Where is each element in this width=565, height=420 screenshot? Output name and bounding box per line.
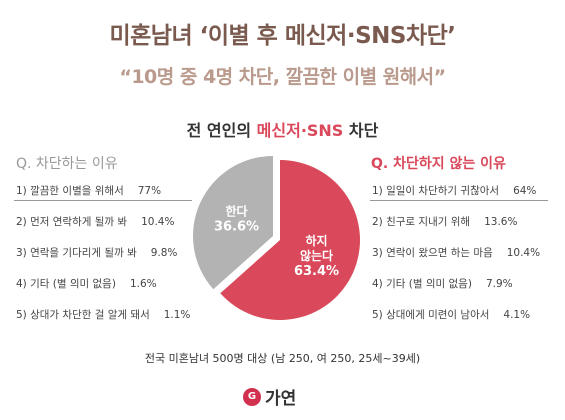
reason-label: 5) 상대가 차단한 걸 알게 돼서 bbox=[16, 309, 150, 321]
right-reason-item: 3) 연락이 왔으면 하는 마음 10.4% bbox=[370, 243, 548, 263]
left-reason-list: 1) 깔끔한 이별을 위해서 77% 2) 먼저 연락하게 될까 봐 10.4% 3… bbox=[14, 181, 192, 336]
reason-label: 3) 연락이 왔으면 하는 마음 bbox=[372, 247, 493, 259]
right-reason-item: 1) 일일이 차단하기 귀찮아서 64% bbox=[370, 181, 548, 201]
chart-heading: 전 연인의 메신저·SNS 차단 bbox=[0, 117, 565, 141]
left-question: Q. 차단하는 이유 bbox=[16, 156, 118, 172]
brand-logo: G 가연 bbox=[243, 384, 296, 409]
survey-footnote: 전국 미혼남녀 500명 대상 (남 250, 여 250, 25세~39세) bbox=[144, 352, 421, 365]
reason-label: 2) 먼저 연락하게 될까 봐 bbox=[16, 216, 128, 228]
left-reason-item: 5) 상대가 차단한 걸 알게 돼서 1.1% bbox=[14, 305, 192, 325]
reason-value: 4.1% bbox=[503, 309, 531, 321]
reason-value: 13.6% bbox=[484, 216, 518, 228]
pie-slice-0 bbox=[193, 156, 273, 290]
reason-label: 5) 상대에게 미련이 남아서 bbox=[372, 309, 490, 321]
logo-icon: G bbox=[243, 387, 261, 406]
reason-label: 3) 연락을 기다리게 될까 봐 bbox=[16, 247, 137, 259]
reason-value: 7.9% bbox=[485, 278, 513, 290]
reason-value: 9.8% bbox=[150, 247, 178, 259]
left-reason-item: 1) 깔끔한 이별을 위해서 77% bbox=[14, 181, 192, 201]
reason-label: 1) 깔끔한 이별을 위해서 bbox=[16, 185, 124, 197]
left-reason-item: 3) 연락을 기다리게 될까 봐 9.8% bbox=[14, 243, 192, 263]
page-subtitle: “10명 중 4명 차단, 깔끔한 이별 원해서” bbox=[119, 66, 446, 88]
right-reason-item: 2) 친구로 지내기 위해 13.6% bbox=[370, 212, 548, 232]
pie-slice-1 bbox=[220, 160, 360, 320]
reason-value: 10.4% bbox=[141, 216, 175, 228]
reason-value: 1.6% bbox=[129, 278, 157, 290]
right-reason-list: 1) 일일이 차단하기 귀찮아서 64% 2) 친구로 지내기 위해 13.6% 3… bbox=[370, 181, 548, 336]
reason-value: 77% bbox=[137, 185, 162, 197]
pie-slice-value-label: 63.4% bbox=[294, 264, 339, 279]
heading-suffix: 차단 bbox=[343, 121, 379, 140]
right-reason-item: 5) 상대에게 미련이 남아서 4.1% bbox=[370, 305, 548, 325]
reason-value: 64% bbox=[513, 185, 537, 197]
pie-slice-value-label: 36.6% bbox=[214, 220, 259, 235]
reason-label: 1) 일일이 차단하기 귀찮아서 bbox=[372, 185, 500, 197]
logo-text: 가연 bbox=[265, 389, 297, 409]
reason-value: 1.1% bbox=[163, 309, 191, 321]
heading-highlight: 메신저·SNS bbox=[256, 121, 344, 140]
left-reason-item: 4) 기타 (별 의미 없음) 1.6% bbox=[14, 274, 192, 294]
reason-label: 4) 기타 (별 의미 없음) bbox=[372, 278, 472, 290]
reason-label: 4) 기타 (별 의미 없음) bbox=[16, 278, 116, 290]
pie-slice-label: 한다 bbox=[225, 204, 247, 219]
heading-prefix: 전 연인의 bbox=[186, 121, 257, 140]
pie-slice-label: 않는다 bbox=[300, 248, 333, 263]
page-title: 미혼남녀 ‘이별 후 메신저·SNS차단’ bbox=[109, 23, 456, 49]
left-reason-item: 2) 먼저 연락하게 될까 봐 10.4% bbox=[14, 212, 192, 232]
right-question: Q. 차단하지 않는 이유 bbox=[371, 156, 506, 172]
reason-label: 2) 친구로 지내기 위해 bbox=[372, 216, 471, 228]
right-reason-item: 4) 기타 (별 의미 없음) 7.9% bbox=[370, 274, 548, 294]
reason-value: 10.4% bbox=[506, 247, 541, 259]
pie-slice-label: 하지 bbox=[305, 233, 327, 248]
